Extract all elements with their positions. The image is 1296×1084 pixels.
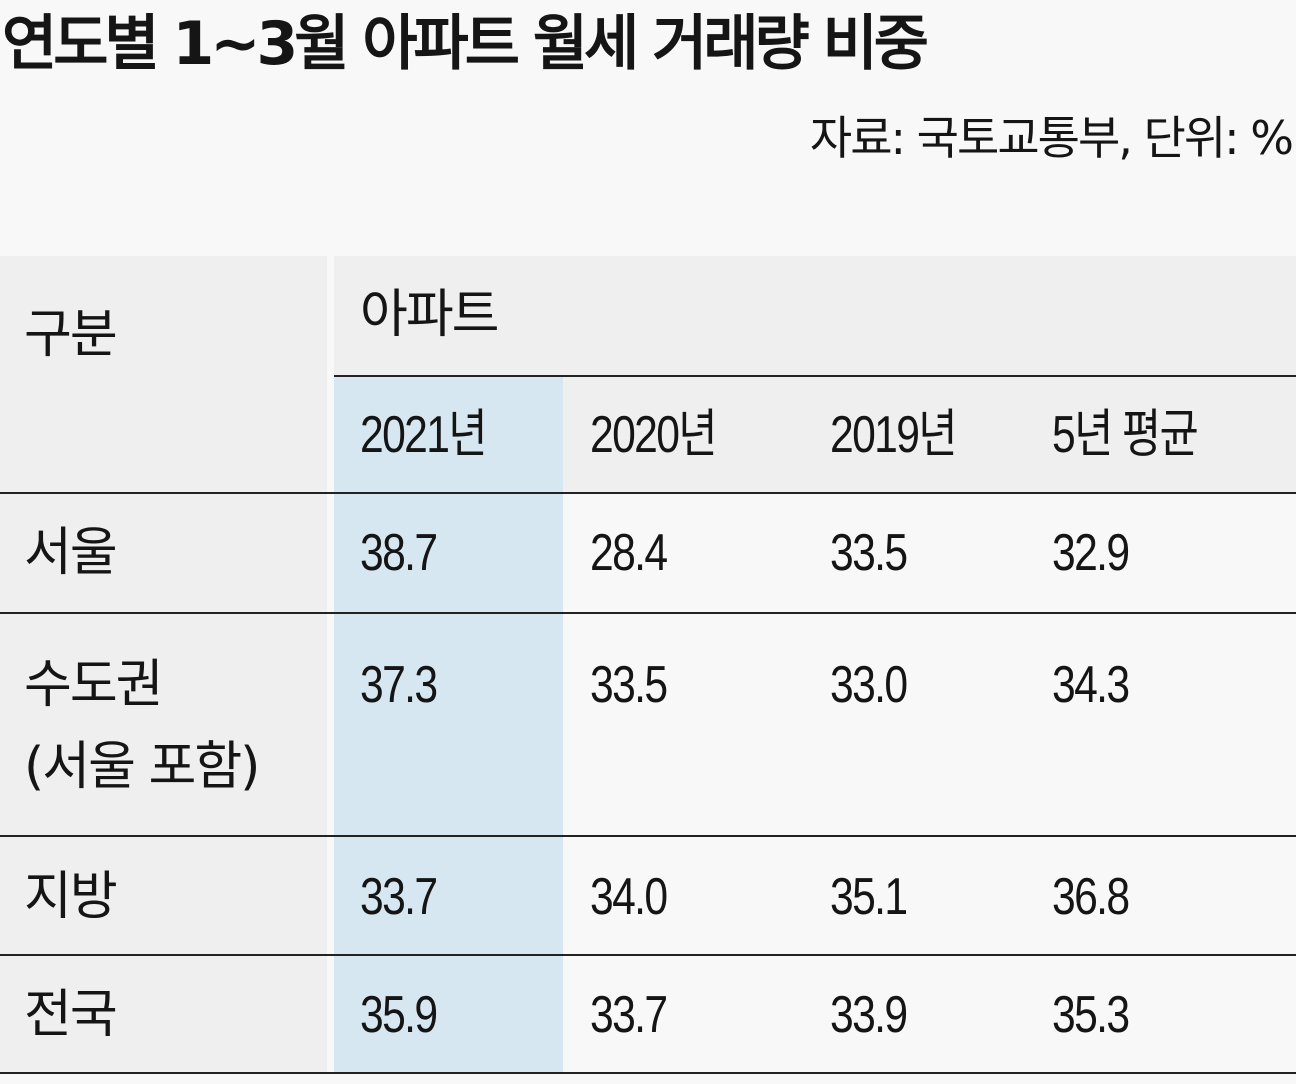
table-cell-r2-c1: 37.3 [360,656,438,714]
table-cell-r4-c2: 33.7 [590,986,668,1044]
highlight-column-bg [334,376,563,1073]
row-label-column-bg [0,493,327,1073]
table-cell-r1-c3: 33.5 [830,524,908,582]
column-header-4: 5년 평균 [1052,406,1199,464]
row-label-1: 서울 [24,523,118,583]
header-bottom-rule [0,492,1296,494]
row-label-2: 수도권 [24,655,164,715]
row-rule-3 [0,954,1296,956]
table-cell-r4-c1: 35.9 [360,986,438,1044]
table-cell-r3-c4: 36.8 [1052,868,1130,926]
table-cell-r4-c4: 35.3 [1052,986,1130,1044]
header-row-label-bg [0,256,327,493]
table-cell-r1-c1: 38.7 [360,524,438,582]
column-header-3: 2019년 [830,406,958,464]
table-cell-r2-c4: 34.3 [1052,656,1130,714]
chart-title: 연도별 1~3월 아파트 월세 거래량 비중 [2,9,929,79]
table-cell-r2-c3: 33.0 [830,656,908,714]
table-cell-r4-c3: 33.9 [830,986,908,1044]
header-row-label: 구분 [24,305,118,365]
table-cell-r1-c4: 32.9 [1052,524,1130,582]
table-cell-r2-c2: 33.5 [590,656,668,714]
table-cell-r3-c3: 35.1 [830,868,908,926]
column-header-1: 2021년 [360,406,488,464]
table-cell-r3-c2: 34.0 [590,868,668,926]
row-rule-2 [0,835,1296,837]
column-header-2: 2020년 [590,406,718,464]
source-and-unit: 자료: 국토교통부, 단위: % [809,111,1294,165]
table-cell-r1-c2: 28.4 [590,524,668,582]
table-bottom-rule [0,1072,1296,1074]
table-cell-r3-c1: 33.7 [360,868,438,926]
row-rule-1 [0,612,1296,614]
row-sublabel-2: (서울 포함) [24,737,260,797]
row-label-3: 지방 [24,867,118,927]
row-label-4: 전국 [24,985,118,1045]
header-group-label: 아파트 [360,285,500,345]
group-divider [334,375,1296,377]
